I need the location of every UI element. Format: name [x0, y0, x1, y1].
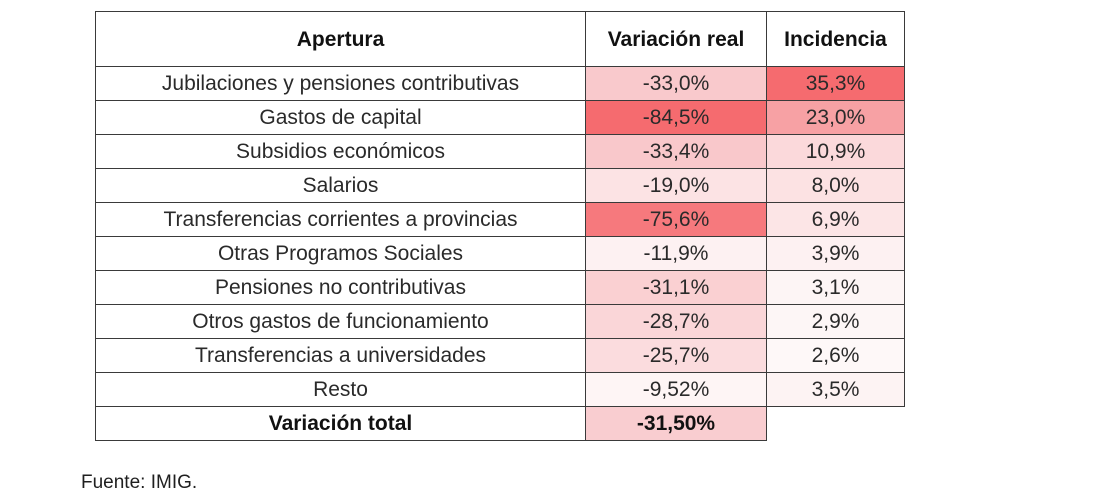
row-label: Salarios — [95, 168, 586, 203]
header-row: Apertura Variación real Incidencia — [95, 11, 905, 67]
row-variacion-real: -25,7% — [585, 338, 767, 373]
table-row: Otras Programos Sociales -11,9% 3,9% — [95, 236, 905, 271]
row-variacion-real: -19,0% — [585, 168, 767, 203]
row-variacion-real: -33,4% — [585, 134, 767, 169]
header-apertura: Apertura — [95, 11, 586, 67]
row-incidencia: 3,1% — [766, 270, 905, 305]
header-variacion-real: Variación real — [585, 11, 767, 67]
table-row: Transferencias corrientes a provincias -7… — [95, 202, 905, 237]
row-label: Jubilaciones y pensiones contributivas — [95, 66, 586, 101]
row-incidencia: 23,0% — [766, 100, 905, 135]
table-row: Otros gastos de funcionamiento -28,7% 2,9% — [95, 304, 905, 339]
table-row: Resto -9,52% 3,5% — [95, 372, 905, 407]
row-label: Resto — [95, 372, 586, 407]
row-incidencia: 3,5% — [766, 372, 905, 407]
row-variacion-real: -11,9% — [585, 236, 767, 271]
row-variacion-real: -84,5% — [585, 100, 767, 135]
table-row: Salarios -19,0% 8,0% — [95, 168, 905, 203]
row-variacion-real: -33,0% — [585, 66, 767, 101]
budget-table: Apertura Variación real Incidencia Jubil… — [95, 11, 905, 441]
row-variacion-real: -9,52% — [585, 372, 767, 407]
row-label: Otros gastos de funcionamiento — [95, 304, 586, 339]
total-value: -31,50% — [585, 406, 767, 441]
row-incidencia: 8,0% — [766, 168, 905, 203]
total-row: Variación total -31,50% — [95, 406, 905, 441]
row-incidencia: 6,9% — [766, 202, 905, 237]
row-label: Transferencias corrientes a provincias — [95, 202, 586, 237]
table-row: Pensiones no contributivas -31,1% 3,1% — [95, 270, 905, 305]
total-empty-cell — [767, 407, 905, 441]
row-label: Otras Programos Sociales — [95, 236, 586, 271]
total-label: Variación total — [95, 406, 586, 441]
row-incidencia: 35,3% — [766, 66, 905, 101]
row-incidencia: 2,9% — [766, 304, 905, 339]
table-row: Gastos de capital -84,5% 23,0% — [95, 100, 905, 135]
row-incidencia: 10,9% — [766, 134, 905, 169]
row-variacion-real: -31,1% — [585, 270, 767, 305]
header-incidencia: Incidencia — [766, 11, 905, 67]
row-label: Subsidios económicos — [95, 134, 586, 169]
row-incidencia: 2,6% — [766, 338, 905, 373]
table-row: Transferencias a universidades -25,7% 2,6% — [95, 338, 905, 373]
row-variacion-real: -75,6% — [585, 202, 767, 237]
row-variacion-real: -28,7% — [585, 304, 767, 339]
row-label: Pensiones no contributivas — [95, 270, 586, 305]
row-label: Transferencias a universidades — [95, 338, 586, 373]
table-row: Jubilaciones y pensiones contributivas -3… — [95, 66, 905, 101]
source-note: Fuente: IMIG. — [81, 472, 198, 493]
row-label: Gastos de capital — [95, 100, 586, 135]
row-incidencia: 3,9% — [766, 236, 905, 271]
table-row: Subsidios económicos -33,4% 10,9% — [95, 134, 905, 169]
